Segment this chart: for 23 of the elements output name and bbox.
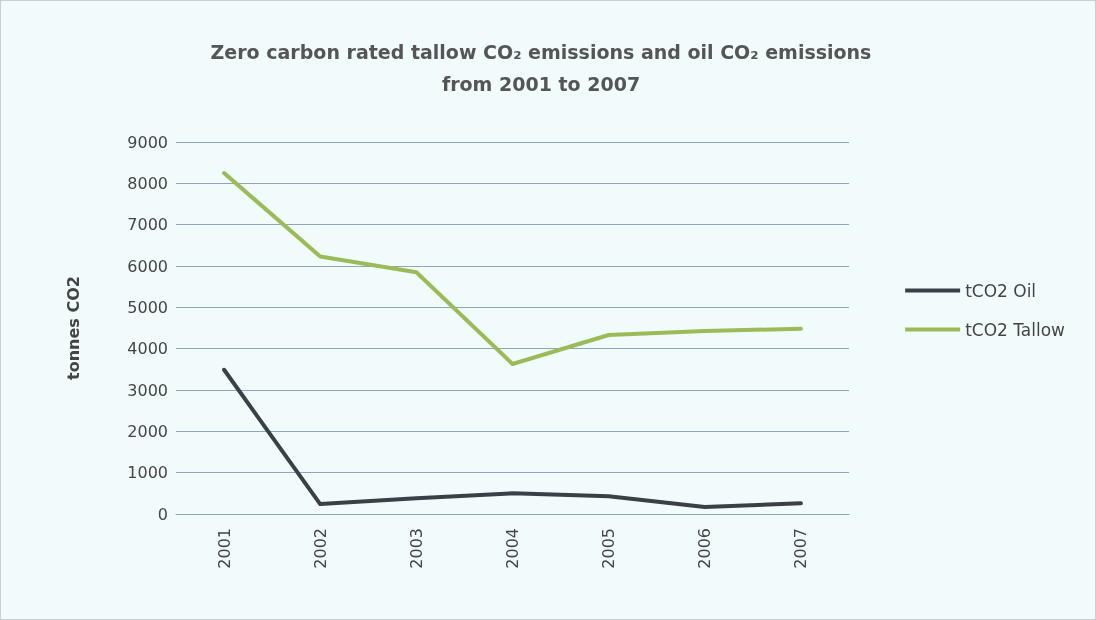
x-tick-label: 2006 [695, 528, 715, 569]
x-tick-label: 2003 [406, 528, 426, 569]
y-tick-label: 1000 [127, 463, 168, 483]
y-tick-label: 0 [157, 504, 168, 524]
y-tick-label: 5000 [127, 297, 168, 317]
legend-label: tCO2 Tallow [965, 319, 1066, 340]
y-axis-title: tonnes CO2 [63, 276, 83, 380]
x-tick-label: 2001 [214, 528, 234, 569]
x-tick-label: 2005 [599, 528, 619, 569]
y-tick-label: 8000 [127, 173, 168, 193]
y-tick-label: 6000 [127, 256, 168, 276]
chart-title: Zero carbon rated tallow CO₂ emissions and oil CO₂ emissions from 2001 to 2007 [210, 41, 872, 95]
x-tick-label: 2002 [310, 528, 330, 569]
line-series [222, 367, 803, 509]
y-tick-label: 3000 [127, 380, 168, 400]
legend-label: tCO2 Oil [965, 280, 1037, 301]
y-tick-label: 4000 [127, 339, 168, 359]
x-tick-label: 2007 [791, 528, 811, 569]
x-tick-label: 2004 [503, 528, 522, 569]
y-tick-label: 7000 [127, 215, 168, 235]
line-series [222, 171, 803, 366]
y-tick-label: 2000 [127, 421, 168, 441]
y-tick-label: 9000 [127, 132, 168, 152]
